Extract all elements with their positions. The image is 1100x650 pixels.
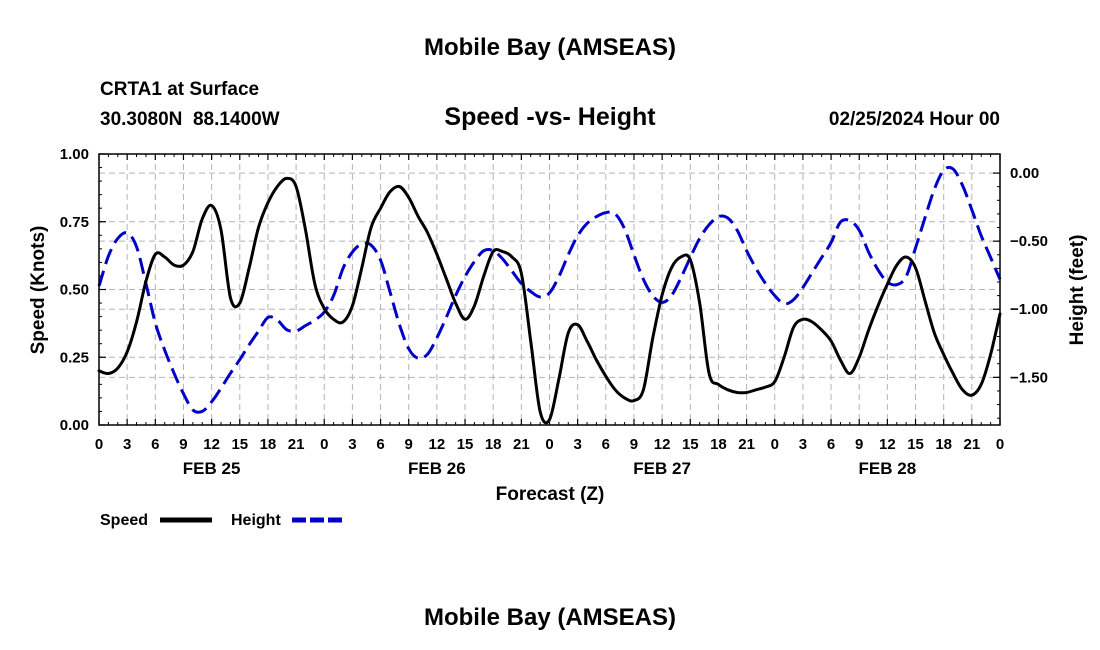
x-tick-label: 9 — [630, 436, 638, 453]
x-tick-label: 18 — [710, 436, 727, 453]
x-tick-label: 12 — [879, 436, 896, 453]
x-tick-label: 21 — [288, 436, 305, 453]
x-tick-label: 3 — [573, 436, 581, 453]
x-tick-label: 9 — [855, 436, 863, 453]
x-tick-label: 0 — [545, 436, 553, 453]
legend-speed-label: Speed — [100, 512, 148, 529]
date-label: FEB 25 — [183, 459, 241, 478]
y-right-tick-label: −1.50 — [1010, 369, 1048, 386]
legend: Speed Height — [100, 512, 342, 529]
x-tick-label: 0 — [996, 436, 1004, 453]
x-tick-label: 0 — [771, 436, 779, 453]
date-label: FEB 26 — [408, 459, 466, 478]
x-tick-label: 6 — [602, 436, 610, 453]
x-tick-label: 21 — [738, 436, 755, 453]
x-tick-label: 15 — [457, 436, 474, 453]
y-left-tick-label: 0.25 — [60, 349, 89, 366]
y-right-tick-label: 0.00 — [1010, 165, 1039, 182]
y-left-tick-label: 0.50 — [60, 282, 89, 299]
y-left-axis-title: Speed (Knots) — [28, 226, 49, 355]
x-tick-label: 9 — [405, 436, 413, 453]
date-label: FEB 28 — [859, 459, 917, 478]
x-tick-label: 21 — [513, 436, 530, 453]
x-tick-label: 15 — [907, 436, 924, 453]
footer-title: Mobile Bay (AMSEAS) — [424, 604, 676, 631]
y-right-tick-label: −1.00 — [1010, 301, 1048, 318]
x-tick-label: 6 — [827, 436, 835, 453]
x-tick-label: 3 — [123, 436, 131, 453]
main-title: Mobile Bay (AMSEAS) — [424, 34, 676, 61]
x-tick-label: 18 — [935, 436, 952, 453]
height-series-line — [97, 165, 1002, 414]
datetime-label: 02/25/2024 Hour 00 — [829, 109, 1000, 130]
chart-subtitle: Speed -vs- Height — [444, 103, 656, 131]
x-tick-label: 12 — [203, 436, 220, 453]
x-tick-label: 12 — [429, 436, 446, 453]
x-tick-label: 18 — [485, 436, 502, 453]
station-label: CRTA1 at Surface — [100, 79, 259, 100]
x-tick-label: 18 — [260, 436, 277, 453]
x-axis-title: Forecast (Z) — [496, 484, 605, 505]
coords-label: 30.3080N 88.1400W — [100, 109, 280, 130]
y-left-tick-label: 0.75 — [60, 214, 89, 231]
y-left-tick-label: 0.00 — [60, 417, 89, 434]
x-tick-label: 0 — [320, 436, 328, 453]
x-tick-label: 15 — [682, 436, 699, 453]
y-right-axis-title: Height (feet) — [1067, 235, 1088, 346]
legend-height-label: Height — [231, 512, 281, 529]
y-right-tick-label: −0.50 — [1010, 233, 1048, 250]
x-tick-label: 12 — [654, 436, 671, 453]
x-tick-label: 3 — [348, 436, 356, 453]
y-left-tick-label: 1.00 — [60, 146, 89, 163]
axis-ticks: 0 3 6 9 12 15 18 21 0 3 6 9 12 15 18 21 0 3 6 9 12 15 18 21 0 3 6 9… — [60, 146, 1048, 478]
x-tick-label: 6 — [376, 436, 384, 453]
x-tick-label: 0 — [95, 436, 103, 453]
date-label: FEB 27 — [633, 459, 691, 478]
x-tick-label: 3 — [799, 436, 807, 453]
x-tick-label: 9 — [179, 436, 187, 453]
x-tick-label: 6 — [151, 436, 159, 453]
grid-lines — [99, 154, 1000, 425]
x-tick-label: 21 — [964, 436, 981, 453]
x-tick-label: 15 — [231, 436, 248, 453]
